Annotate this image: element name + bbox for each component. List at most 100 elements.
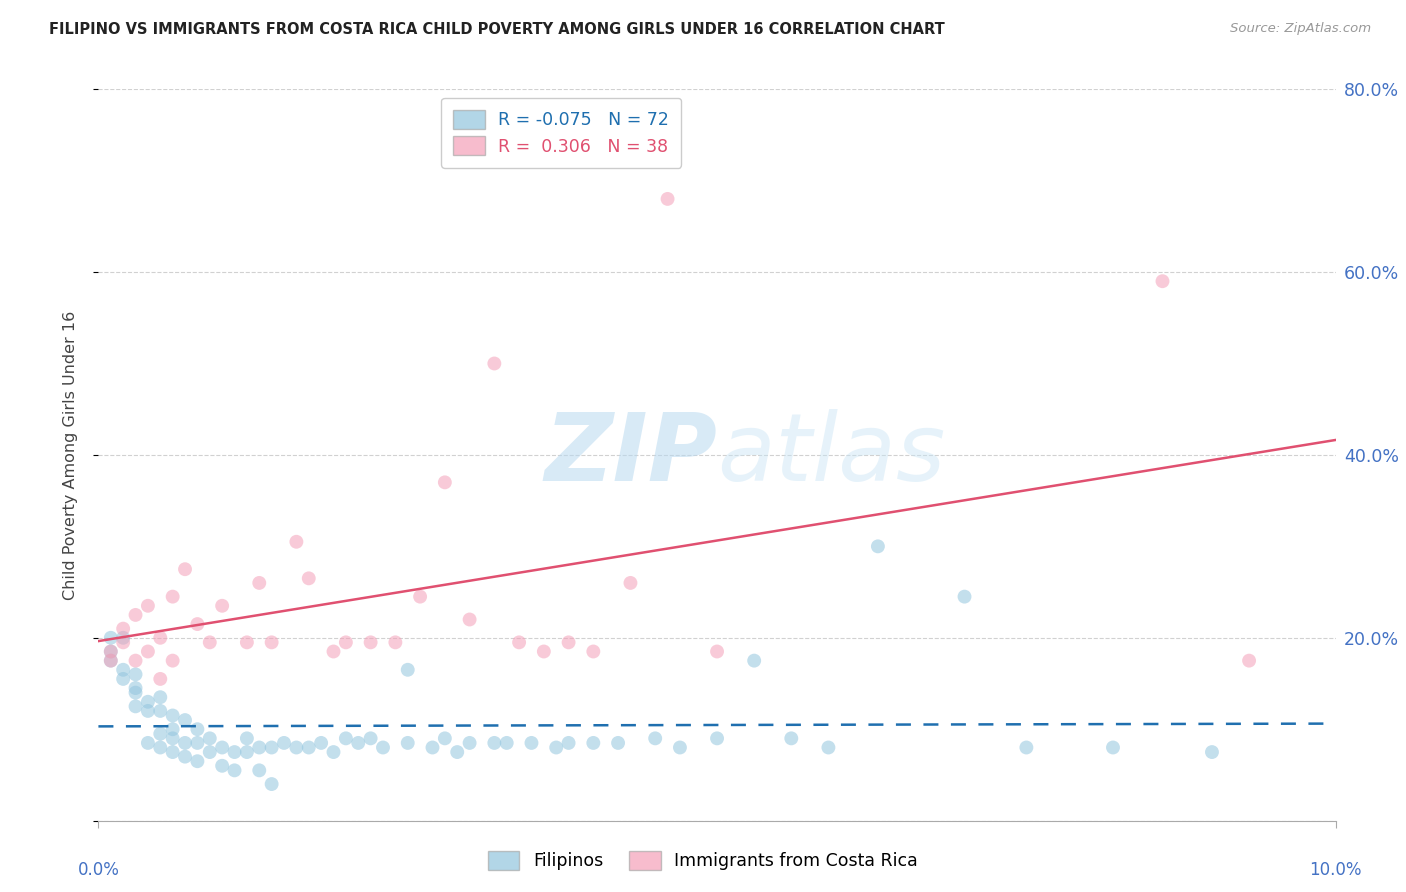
Point [508, 635, 530, 649]
Point [607, 736, 630, 750]
Legend: R = -0.075   N = 72, R =  0.306   N = 38: R = -0.075 N = 72, R = 0.306 N = 38 [441, 98, 682, 168]
Point [149, 704, 172, 718]
Point [260, 635, 283, 649]
Point [162, 731, 184, 746]
Point [619, 576, 641, 591]
Point [706, 731, 728, 746]
Point [174, 713, 197, 727]
Point [112, 672, 135, 686]
Point [446, 745, 468, 759]
Point [433, 475, 456, 490]
Point [360, 731, 382, 746]
Point [285, 534, 308, 549]
Point [211, 740, 233, 755]
Point [100, 644, 122, 658]
Point [112, 631, 135, 645]
Point [136, 704, 159, 718]
Point [298, 740, 321, 755]
Point [149, 690, 172, 705]
Point [186, 736, 208, 750]
Point [360, 635, 382, 649]
Point [162, 723, 184, 737]
Point [669, 740, 692, 755]
Point [174, 736, 197, 750]
Point [298, 571, 321, 585]
Point [433, 731, 456, 746]
Point [174, 749, 197, 764]
Point [1152, 274, 1174, 288]
Point [112, 635, 135, 649]
Point [273, 736, 295, 750]
Text: 10.0%: 10.0% [1309, 861, 1362, 879]
Point [247, 764, 270, 778]
Point [124, 654, 146, 668]
Point [136, 599, 159, 613]
Point [260, 740, 283, 755]
Point [533, 644, 555, 658]
Point [1201, 745, 1223, 759]
Point [495, 736, 517, 750]
Point [1102, 740, 1125, 755]
Point [322, 745, 344, 759]
Text: 0.0%: 0.0% [77, 861, 120, 879]
Point [335, 731, 357, 746]
Point [309, 736, 332, 750]
Point [124, 685, 146, 699]
Point [247, 576, 270, 591]
Point [211, 599, 233, 613]
Point [198, 731, 221, 746]
Point [458, 613, 481, 627]
Point [198, 745, 221, 759]
Point [335, 635, 357, 649]
Point [124, 607, 146, 622]
Point [706, 644, 728, 658]
Point [149, 727, 172, 741]
Text: atlas: atlas [717, 409, 945, 500]
Point [322, 644, 344, 658]
Point [557, 635, 579, 649]
Point [211, 758, 233, 772]
Point [198, 635, 221, 649]
Point [100, 644, 122, 658]
Point [953, 590, 976, 604]
Point [396, 736, 419, 750]
Y-axis label: Child Poverty Among Girls Under 16: Child Poverty Among Girls Under 16 [63, 310, 77, 599]
Point [1015, 740, 1038, 755]
Point [186, 754, 208, 768]
Text: FILIPINO VS IMMIGRANTS FROM COSTA RICA CHILD POVERTY AMONG GIRLS UNDER 16 CORREL: FILIPINO VS IMMIGRANTS FROM COSTA RICA C… [49, 22, 945, 37]
Point [371, 740, 394, 755]
Point [186, 617, 208, 632]
Point [742, 654, 765, 668]
Point [347, 736, 370, 750]
Point [162, 708, 184, 723]
Point [657, 192, 679, 206]
Point [162, 654, 184, 668]
Point [100, 654, 122, 668]
Point [224, 745, 246, 759]
Point [817, 740, 839, 755]
Point [557, 736, 579, 750]
Point [136, 736, 159, 750]
Point [247, 740, 270, 755]
Point [112, 622, 135, 636]
Point [236, 731, 259, 746]
Point [384, 635, 406, 649]
Point [396, 663, 419, 677]
Point [136, 695, 159, 709]
Point [162, 590, 184, 604]
Point [458, 736, 481, 750]
Point [100, 631, 122, 645]
Point [582, 736, 605, 750]
Point [260, 777, 283, 791]
Point [484, 356, 506, 371]
Text: ZIP: ZIP [544, 409, 717, 501]
Point [780, 731, 803, 746]
Point [484, 736, 506, 750]
Point [224, 764, 246, 778]
Point [149, 631, 172, 645]
Point [162, 745, 184, 759]
Point [124, 699, 146, 714]
Point [100, 654, 122, 668]
Point [149, 672, 172, 686]
Point [112, 663, 135, 677]
